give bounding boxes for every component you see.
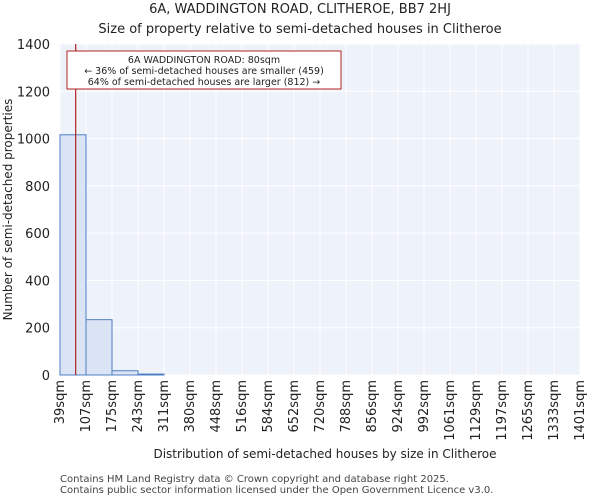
annotation-box (66, 50, 342, 90)
x-tick-label: 1401sqm (573, 380, 588, 441)
y-axis-label: Number of semi-detached properties (1, 99, 15, 321)
annotation-line-1: 6A WADDINGTON ROAD: 80sqm (128, 55, 280, 66)
x-tick-label: 380sqm (183, 380, 198, 433)
y-tick-label: 800 (25, 180, 50, 195)
x-tick-label: 1197sqm (495, 380, 510, 441)
annotation-line-2: ← 36% of semi-detached houses are smalle… (84, 66, 324, 77)
x-tick-label: 924sqm (391, 380, 406, 433)
x-tick-label: 1129sqm (469, 380, 484, 441)
chart-subtitle: Size of property relative to semi-detach… (98, 22, 502, 37)
x-tick-label: 448sqm (209, 380, 224, 433)
x-tick-label: 652sqm (287, 380, 302, 433)
x-axis-label: Distribution of semi-detached houses by … (153, 447, 496, 461)
y-tick-label: 1400 (17, 38, 50, 53)
x-tick-label: 788sqm (339, 380, 354, 433)
x-tick-label: 1265sqm (521, 380, 536, 441)
histogram-bar (137, 373, 165, 376)
x-tick-label: 1333sqm (547, 380, 562, 441)
y-tick-label: 0 (42, 369, 50, 384)
histogram-bar (85, 319, 113, 376)
x-tick-label: 311sqm (157, 380, 172, 433)
x-tick-label: 175sqm (105, 380, 120, 433)
x-tick-label: 992sqm (417, 380, 432, 433)
x-tick-label: 1061sqm (443, 380, 458, 441)
x-tick-label: 107sqm (79, 380, 94, 433)
x-tick-label: 39sqm (53, 380, 68, 424)
x-tick-label: 720sqm (313, 380, 328, 433)
histogram-bar (59, 134, 87, 376)
annotation-line-3: 64% of semi-detached houses are larger (… (88, 77, 321, 88)
x-tick-label: 516sqm (235, 380, 250, 433)
y-tick-label: 400 (25, 274, 50, 289)
footer-copyright: Contains HM Land Registry data © Crown c… (60, 474, 449, 485)
x-tick-label: 584sqm (261, 380, 276, 433)
y-tick-label: 1000 (17, 133, 50, 148)
y-tick-label: 200 (25, 322, 50, 337)
y-tick-label: 1200 (17, 85, 50, 100)
x-tick-label: 243sqm (131, 380, 146, 433)
y-tick-label: 600 (25, 227, 50, 242)
x-tick-label: 856sqm (365, 380, 380, 433)
chart-title: 6A, WADDINGTON ROAD, CLITHEROE, BB7 2HJ (149, 2, 451, 17)
histogram-bar (111, 370, 139, 376)
footer-licence: Contains public sector information licen… (60, 485, 494, 496)
